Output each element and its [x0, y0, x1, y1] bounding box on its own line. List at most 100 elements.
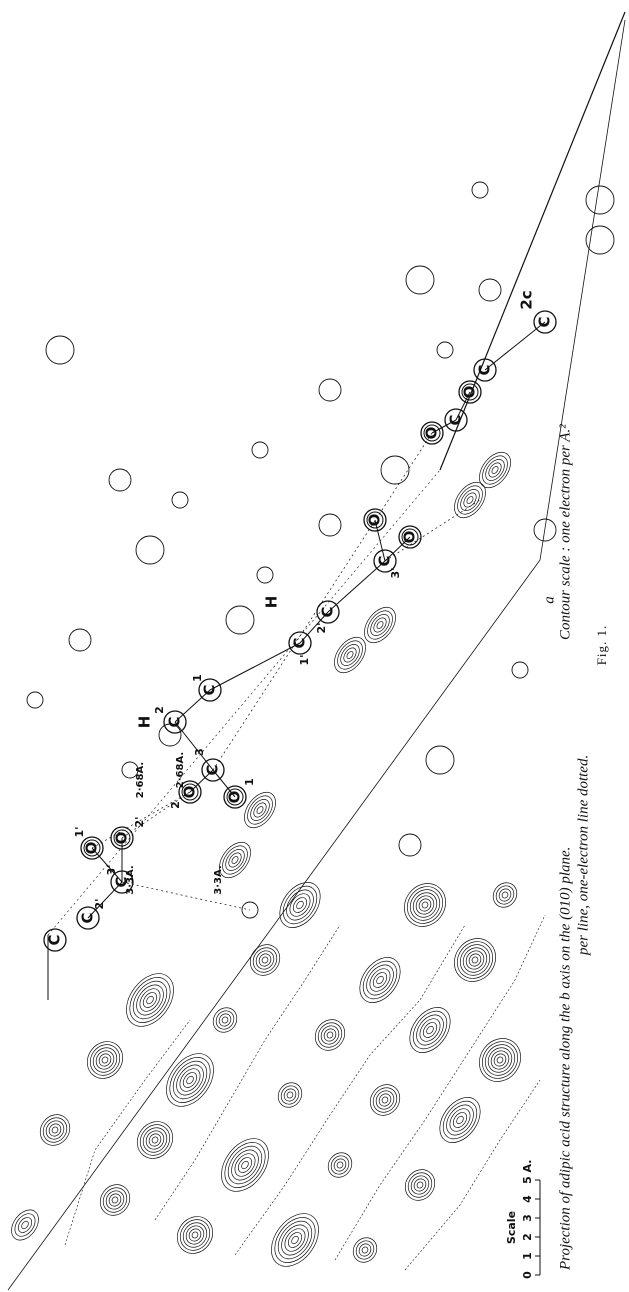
contour — [191, 1231, 199, 1239]
bond — [209, 642, 301, 691]
contour — [372, 972, 388, 988]
contour — [218, 1013, 232, 1027]
contour — [277, 1220, 313, 1260]
scale-tick-label: 1 — [521, 1252, 534, 1260]
atom-circle — [420, 421, 444, 445]
atom-number: 1 — [191, 674, 204, 682]
contour — [108, 1193, 122, 1207]
contour — [426, 1025, 434, 1035]
atom-label: O — [401, 531, 419, 544]
contour — [231, 856, 239, 864]
contour — [495, 885, 515, 905]
atom-number: 2 — [153, 706, 166, 714]
atom-circle — [76, 906, 100, 930]
contour — [422, 1022, 438, 1038]
atom-label: O — [113, 832, 131, 845]
bond — [212, 769, 236, 798]
contour — [179, 1219, 211, 1251]
atom-circle — [444, 408, 468, 432]
caption-line: per line, one-electron line dotted. — [575, 755, 591, 956]
atom-circle — [423, 424, 441, 442]
atom-label: H — [136, 716, 154, 729]
contour — [439, 1097, 481, 1143]
contour — [457, 485, 483, 515]
atom-circle — [373, 549, 397, 573]
contour — [370, 614, 390, 636]
contour — [289, 893, 311, 917]
contour — [459, 944, 491, 976]
bond — [299, 611, 329, 644]
contour — [366, 964, 394, 996]
contour — [352, 1237, 378, 1263]
hydrogen-bond — [91, 791, 191, 849]
contour — [21, 1220, 29, 1230]
atom-circle — [585, 185, 615, 215]
contour — [129, 977, 171, 1023]
atom-label: O — [423, 427, 441, 440]
contour — [381, 1096, 389, 1104]
atom-circle — [178, 780, 202, 804]
contour — [247, 795, 273, 825]
scale-tick-label: 3 — [521, 1214, 534, 1222]
atom-number: 3' — [389, 567, 402, 578]
contour — [261, 956, 269, 964]
bond — [384, 536, 411, 562]
one-electron-line — [404, 1079, 541, 1271]
atom-label: C — [476, 364, 494, 375]
contour — [418, 898, 432, 912]
contour — [45, 1120, 65, 1140]
bond — [174, 689, 211, 723]
contour — [231, 1149, 259, 1181]
scale-tick-label: 5 — [521, 1176, 534, 1184]
contour — [334, 636, 366, 674]
atom-circle — [401, 528, 419, 546]
contour — [409, 889, 441, 921]
atom-circle — [316, 600, 340, 624]
bond — [87, 881, 123, 919]
contour — [101, 1056, 109, 1064]
contour — [126, 973, 174, 1027]
atom-circle — [251, 441, 269, 459]
contour — [176, 1216, 214, 1254]
contour — [256, 806, 264, 814]
scale-label: Scale — [505, 1211, 518, 1244]
atom-circle — [473, 358, 497, 382]
contour — [409, 1007, 451, 1053]
contour — [188, 1228, 202, 1242]
contour — [139, 1124, 171, 1156]
contour — [404, 1169, 436, 1201]
contour — [454, 481, 486, 519]
contour — [286, 1091, 294, 1099]
contour — [14, 1213, 36, 1237]
atom-circle — [83, 839, 101, 857]
figure-title: Fig. 1. — [594, 625, 609, 666]
contour — [496, 1056, 504, 1064]
contour — [51, 1126, 59, 1134]
contour — [95, 1050, 115, 1070]
contour — [323, 1028, 337, 1042]
atom-label: C — [291, 637, 309, 648]
atom-circle — [366, 511, 384, 529]
atom-circle — [181, 783, 199, 801]
contour — [151, 1136, 159, 1144]
contour-scale: Contour scale : one electron per A.² — [557, 424, 573, 640]
contour — [491, 466, 499, 474]
contour — [186, 1075, 194, 1085]
bond — [374, 519, 386, 562]
contour — [185, 1225, 205, 1245]
contour — [145, 1130, 165, 1150]
atom-circle — [471, 181, 489, 199]
contour — [362, 960, 398, 1000]
axis-label: a — [541, 596, 557, 604]
contour — [454, 938, 496, 982]
atom-label: O — [226, 791, 244, 804]
contour — [280, 1085, 300, 1105]
atom-number: 3' — [105, 864, 118, 875]
atom-circle — [363, 508, 387, 532]
caption-line: Projection of adipic acid structure alon… — [557, 847, 573, 1271]
scale-tick-label: 2 — [521, 1233, 534, 1241]
contour — [482, 455, 508, 485]
atom-circle — [121, 761, 139, 779]
contour — [224, 1142, 266, 1188]
contour — [320, 1025, 340, 1045]
